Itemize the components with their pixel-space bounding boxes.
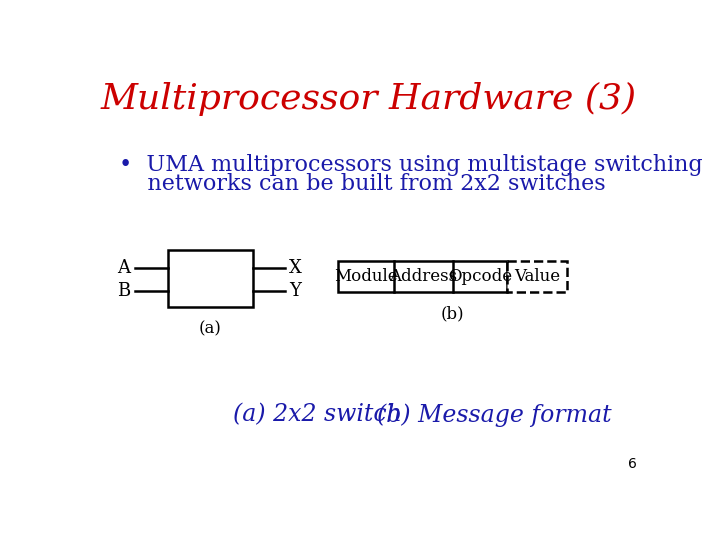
Text: B: B xyxy=(117,282,130,300)
Text: •  UMA multiprocessors using multistage switching: • UMA multiprocessors using multistage s… xyxy=(120,154,703,176)
Text: Multiprocessor Hardware (3): Multiprocessor Hardware (3) xyxy=(101,83,637,117)
Text: Opcode: Opcode xyxy=(448,268,512,285)
Text: Y: Y xyxy=(289,282,301,300)
Text: networks can be built from 2x2 switches: networks can be built from 2x2 switches xyxy=(120,173,606,195)
Text: (a): (a) xyxy=(199,320,222,338)
Text: (a) 2x2 switch: (a) 2x2 switch xyxy=(233,404,402,427)
Text: (b): (b) xyxy=(441,305,464,322)
Text: 6: 6 xyxy=(629,457,637,471)
Bar xyxy=(338,261,507,292)
Text: (b) Message format: (b) Message format xyxy=(377,403,611,427)
Text: Module: Module xyxy=(334,268,397,285)
Text: Address: Address xyxy=(390,268,457,285)
Text: X: X xyxy=(289,259,302,277)
Text: A: A xyxy=(117,259,130,277)
Text: Value: Value xyxy=(514,268,560,285)
Bar xyxy=(507,261,567,292)
Bar xyxy=(168,249,253,307)
